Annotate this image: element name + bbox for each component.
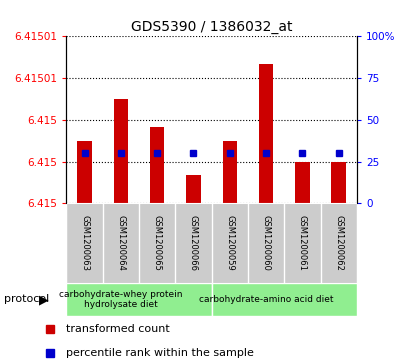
Text: GSM1200066: GSM1200066 xyxy=(189,215,198,271)
Text: carbohydrate-amino acid diet: carbohydrate-amino acid diet xyxy=(199,295,333,304)
Text: GSM1200063: GSM1200063 xyxy=(80,215,89,271)
Bar xyxy=(259,64,273,203)
Text: transformed count: transformed count xyxy=(66,324,170,334)
Bar xyxy=(222,141,237,203)
Title: GDS5390 / 1386032_at: GDS5390 / 1386032_at xyxy=(131,20,293,34)
Bar xyxy=(77,141,92,203)
Text: GSM1200062: GSM1200062 xyxy=(334,215,343,271)
Text: protocol: protocol xyxy=(4,294,49,305)
Bar xyxy=(295,162,310,203)
Text: GSM1200064: GSM1200064 xyxy=(116,215,125,271)
Bar xyxy=(332,162,346,203)
Text: GSM1200061: GSM1200061 xyxy=(298,215,307,271)
FancyBboxPatch shape xyxy=(212,283,357,316)
Bar xyxy=(186,175,201,203)
Text: GSM1200065: GSM1200065 xyxy=(153,215,162,271)
Text: percentile rank within the sample: percentile rank within the sample xyxy=(66,348,254,358)
Bar xyxy=(150,127,164,203)
Text: GSM1200060: GSM1200060 xyxy=(261,215,271,271)
FancyBboxPatch shape xyxy=(66,283,212,316)
Text: carbohydrate-whey protein
hydrolysate diet: carbohydrate-whey protein hydrolysate di… xyxy=(59,290,183,309)
Text: GSM1200059: GSM1200059 xyxy=(225,215,234,271)
Bar xyxy=(114,99,128,203)
Text: ▶: ▶ xyxy=(39,293,49,306)
